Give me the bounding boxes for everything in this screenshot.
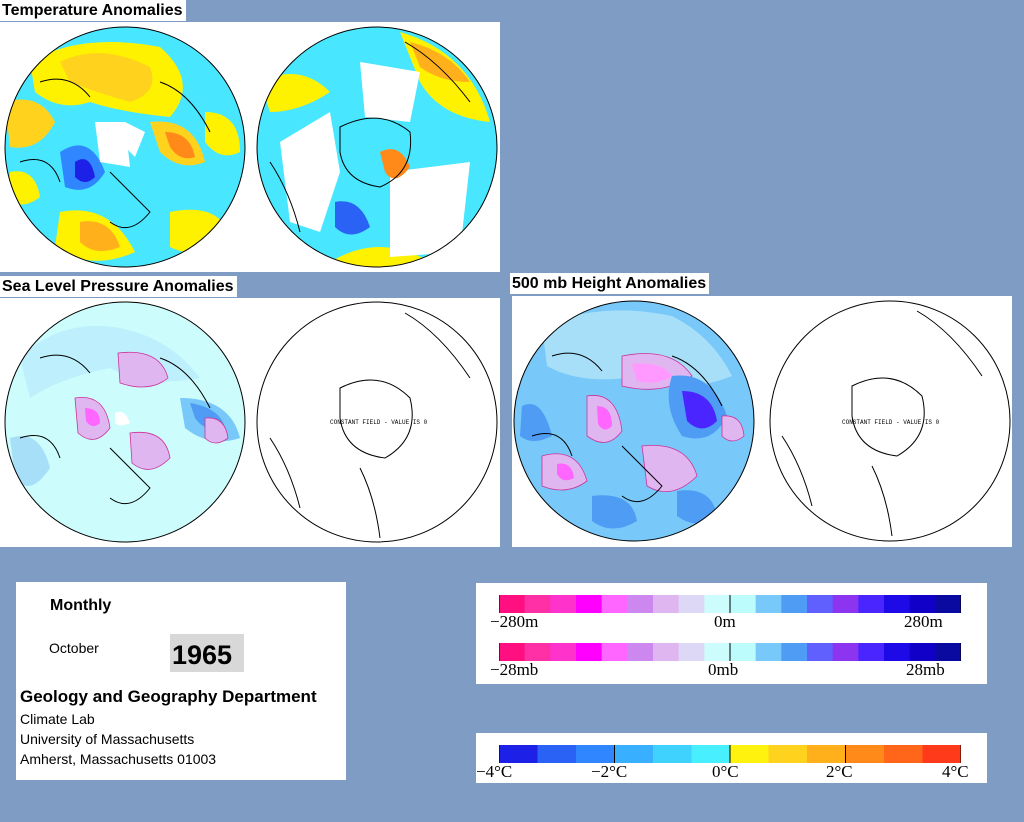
height500-title: 500 mb Height Anomalies: [510, 273, 710, 294]
tbar-swatch: [576, 745, 615, 763]
hbar-swatch: [627, 595, 654, 613]
pressure-colorbar: [499, 643, 961, 661]
pbar-swatch: [550, 643, 577, 661]
height-tick-mid: 0m: [714, 612, 736, 631]
tbar-swatch: [691, 745, 731, 763]
pbar-swatch: [499, 643, 526, 661]
hbar-swatch: [678, 595, 705, 613]
pbar-swatch: [653, 643, 680, 661]
pbar-swatch: [524, 643, 551, 661]
pbar-swatch: [807, 643, 834, 661]
temperature-tick-5: 4°C: [942, 762, 969, 781]
hbar-swatch: [601, 595, 628, 613]
slp-sh-map: [256, 301, 498, 543]
height500-constant-field-note: CONSTANT FIELD - VALUE IS 0: [842, 419, 940, 426]
hbar-swatch: [781, 595, 808, 613]
pbar-swatch: [704, 643, 731, 661]
tbar-swatch: [922, 745, 961, 763]
temperature-tick-2: −2°C: [591, 762, 628, 781]
pbar-swatch: [884, 643, 911, 661]
hbar-swatch: [755, 595, 782, 613]
tbar-swatch: [768, 745, 808, 763]
temperature-colorbar: [499, 745, 961, 763]
tbar-swatch: [653, 745, 692, 763]
tbar-swatch: [730, 745, 769, 763]
height500-nh-map: [514, 301, 754, 541]
tbar-swatch: [884, 745, 923, 763]
slp-maps-panel: CONSTANT FIELD - VALUE IS 0: [0, 298, 500, 547]
slp-title: Sea Level Pressure Anomalies: [0, 276, 237, 297]
hbar-swatch: [576, 595, 603, 613]
tbar-swatch: [807, 745, 846, 763]
temperature-legend: −4°C −2°C 0°C 2°C 4°C: [476, 733, 987, 783]
height500-maps-panel: CONSTANT FIELD - VALUE IS 0: [512, 296, 1012, 547]
period-label: Monthly: [50, 597, 112, 614]
tbar-swatch: [537, 745, 577, 763]
pbar-swatch: [909, 643, 936, 661]
height-tick-min: −280m: [490, 612, 539, 631]
tbar-swatch: [845, 745, 885, 763]
tbar-swatch: [614, 745, 654, 763]
university-label: University of Massachusetts: [20, 731, 195, 747]
hbar-swatch: [858, 595, 885, 613]
slp-nh-map: [5, 302, 245, 542]
slp-constant-field-note: CONSTANT FIELD - VALUE IS 0: [330, 419, 428, 426]
hbar-swatch: [704, 595, 731, 613]
hbar-swatch: [550, 595, 577, 613]
temperature-tick-4: 2°C: [826, 762, 853, 781]
temperature-title: Temperature Anomalies: [0, 0, 186, 21]
pbar-swatch: [781, 643, 808, 661]
hbar-swatch: [653, 595, 680, 613]
hbar-swatch: [935, 595, 961, 613]
temperature-tick-3: 0°C: [712, 762, 739, 781]
pbar-swatch: [627, 643, 654, 661]
pressure-height-legend: −280m 0m 280m −28mb 0mb 28mb: [476, 583, 987, 684]
year-badge: [170, 634, 244, 672]
temperature-nh-map: [5, 27, 245, 267]
hbar-swatch: [524, 595, 551, 613]
pressure-tick-max: 28mb: [906, 660, 945, 679]
pbar-swatch: [576, 643, 603, 661]
month-label: October: [49, 640, 99, 656]
info-box: Monthly October 1965 Geology and Geograp…: [16, 582, 346, 780]
pressure-tick-min: −28mb: [490, 660, 539, 679]
address-label: Amherst, Massachusetts 01003: [20, 751, 217, 767]
pbar-swatch: [858, 643, 885, 661]
pbar-swatch: [678, 643, 705, 661]
pbar-swatch: [730, 643, 757, 661]
hbar-swatch: [909, 595, 936, 613]
tbar-swatch: [499, 745, 538, 763]
height500-sh-map: [769, 300, 1011, 542]
hbar-swatch: [499, 595, 526, 613]
lab-label: Climate Lab: [20, 711, 95, 727]
pbar-swatch: [755, 643, 782, 661]
hbar-swatch: [730, 595, 757, 613]
temperature-sh-map: [257, 27, 497, 267]
pbar-swatch: [832, 643, 859, 661]
height-tick-max: 280m: [904, 612, 943, 631]
height-colorbar: [499, 595, 961, 613]
department-label: Geology and Geography Department: [20, 687, 317, 706]
temperature-maps-panel: [0, 22, 500, 272]
year-label: 1965: [172, 640, 233, 670]
temperature-tick-1: −4°C: [476, 762, 513, 781]
hbar-swatch: [832, 595, 859, 613]
pressure-tick-mid: 0mb: [708, 660, 739, 679]
pbar-swatch: [601, 643, 628, 661]
hbar-swatch: [884, 595, 911, 613]
hbar-swatch: [807, 595, 834, 613]
pbar-swatch: [935, 643, 961, 661]
